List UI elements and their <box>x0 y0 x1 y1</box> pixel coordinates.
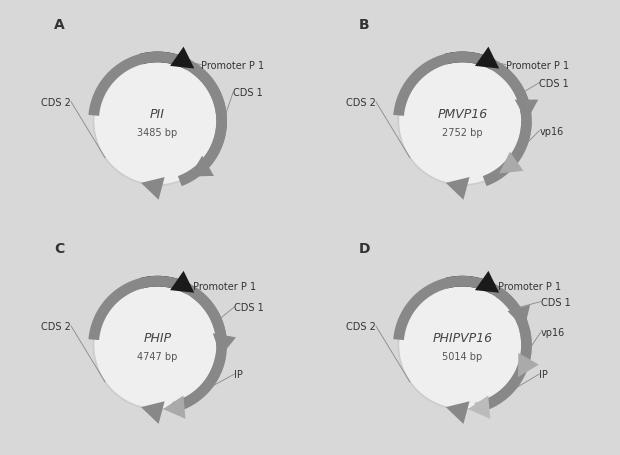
Polygon shape <box>507 305 530 329</box>
Polygon shape <box>191 289 227 348</box>
Text: Promoter P 1: Promoter P 1 <box>498 282 560 292</box>
Polygon shape <box>475 271 499 293</box>
Text: IP: IP <box>539 369 548 379</box>
Polygon shape <box>170 47 194 69</box>
Polygon shape <box>140 276 191 294</box>
Circle shape <box>399 282 526 410</box>
Text: 2752 bp: 2752 bp <box>442 127 483 137</box>
Polygon shape <box>89 276 227 410</box>
Text: A: A <box>54 18 64 32</box>
Text: CDS 2: CDS 2 <box>346 321 376 331</box>
Text: PHIPVP16: PHIPVP16 <box>432 331 492 344</box>
Text: D: D <box>359 242 370 256</box>
Text: CDS 1: CDS 1 <box>539 78 569 88</box>
Polygon shape <box>468 395 490 419</box>
Polygon shape <box>446 177 469 200</box>
Polygon shape <box>89 52 227 187</box>
Text: Promoter P 1: Promoter P 1 <box>201 61 264 71</box>
Polygon shape <box>141 177 165 200</box>
Circle shape <box>94 282 221 410</box>
Polygon shape <box>393 52 532 187</box>
Polygon shape <box>170 271 194 293</box>
Polygon shape <box>499 152 523 174</box>
Text: CDS 2: CDS 2 <box>41 321 71 331</box>
Text: PHIP: PHIP <box>143 331 172 344</box>
Polygon shape <box>496 65 531 115</box>
Text: 3485 bp: 3485 bp <box>138 127 178 137</box>
Text: PII: PII <box>150 108 165 121</box>
Text: 5014 bp: 5014 bp <box>442 351 482 361</box>
Text: Promoter P 1: Promoter P 1 <box>506 61 569 71</box>
Circle shape <box>94 58 221 186</box>
Text: PMVP16: PMVP16 <box>437 108 487 121</box>
Polygon shape <box>502 122 532 173</box>
Polygon shape <box>140 52 191 71</box>
Text: CDS 2: CDS 2 <box>346 97 376 107</box>
Polygon shape <box>445 52 496 71</box>
Polygon shape <box>475 47 499 69</box>
Polygon shape <box>518 353 539 377</box>
Polygon shape <box>190 156 214 177</box>
Polygon shape <box>445 276 496 294</box>
Polygon shape <box>141 401 165 424</box>
Polygon shape <box>172 356 226 413</box>
Text: CDS 1: CDS 1 <box>233 88 263 98</box>
Text: vp16: vp16 <box>539 126 564 136</box>
Text: vp16: vp16 <box>541 328 565 338</box>
Polygon shape <box>191 65 227 171</box>
Polygon shape <box>393 276 532 410</box>
Polygon shape <box>163 395 185 419</box>
Polygon shape <box>496 289 528 325</box>
Polygon shape <box>516 328 532 374</box>
Text: CDS 1: CDS 1 <box>541 297 570 307</box>
Polygon shape <box>474 375 523 413</box>
Polygon shape <box>446 401 469 424</box>
Circle shape <box>399 58 526 186</box>
Polygon shape <box>515 101 538 122</box>
Text: C: C <box>54 242 64 256</box>
Text: CDS 2: CDS 2 <box>41 97 71 107</box>
Text: 4747 bp: 4747 bp <box>138 351 178 361</box>
Text: CDS 1: CDS 1 <box>234 302 264 312</box>
Text: IP: IP <box>234 369 243 379</box>
Polygon shape <box>213 334 236 357</box>
Text: B: B <box>359 18 370 32</box>
Text: Promoter P 1: Promoter P 1 <box>193 282 256 292</box>
